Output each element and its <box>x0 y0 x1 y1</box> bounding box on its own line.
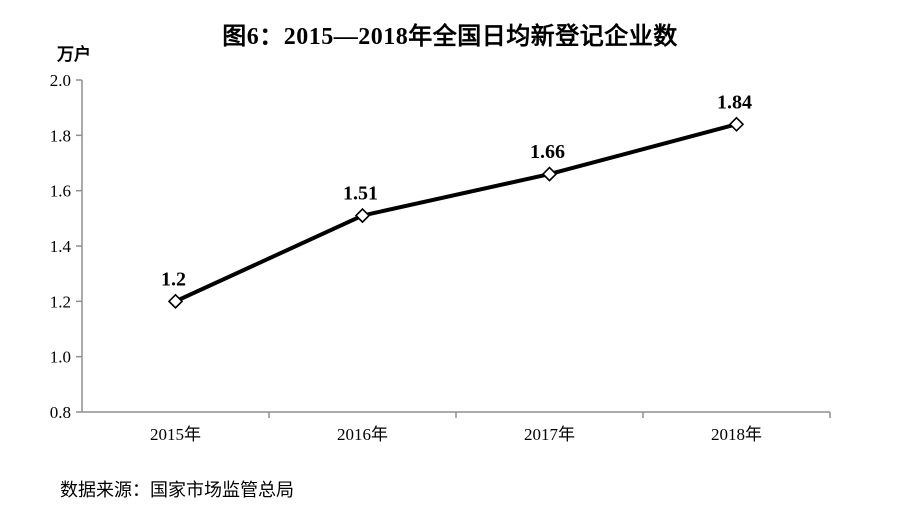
x-axis-label: 2018年 <box>711 425 762 444</box>
data-point-label: 1.51 <box>343 183 378 205</box>
y-axis-tick-label: 1.2 <box>50 292 71 311</box>
chart-title: 图6：2015—2018年全国日均新登记企业数 <box>222 24 678 50</box>
x-axis-label: 2016年 <box>337 425 388 444</box>
x-axis-label: 2017年 <box>524 425 575 444</box>
data-point-marker <box>354 207 371 224</box>
data-point-label: 1.84 <box>717 91 752 113</box>
data-point-marker <box>541 166 558 182</box>
x-axis-label: 2015年 <box>150 425 201 444</box>
data-point-marker <box>167 293 184 309</box>
y-axis-tick-label: 1.4 <box>50 237 72 256</box>
data-point-marker <box>728 116 745 132</box>
source-note: 数据来源：国家市场监管总局 <box>60 480 294 500</box>
y-axis-tick-label: 1.0 <box>50 348 71 367</box>
y-axis-tick-label: 2.0 <box>50 71 71 90</box>
y-axis-unit-label: 万户 <box>57 45 91 64</box>
data-line <box>173 122 739 304</box>
data-point-label: 1.2 <box>161 268 186 290</box>
y-axis-tick-label: 1.8 <box>50 126 71 145</box>
y-axis-tick-label: 1.6 <box>50 182 71 201</box>
y-axis-tick-label: 0.8 <box>50 403 71 422</box>
data-point-label: 1.66 <box>530 141 565 163</box>
